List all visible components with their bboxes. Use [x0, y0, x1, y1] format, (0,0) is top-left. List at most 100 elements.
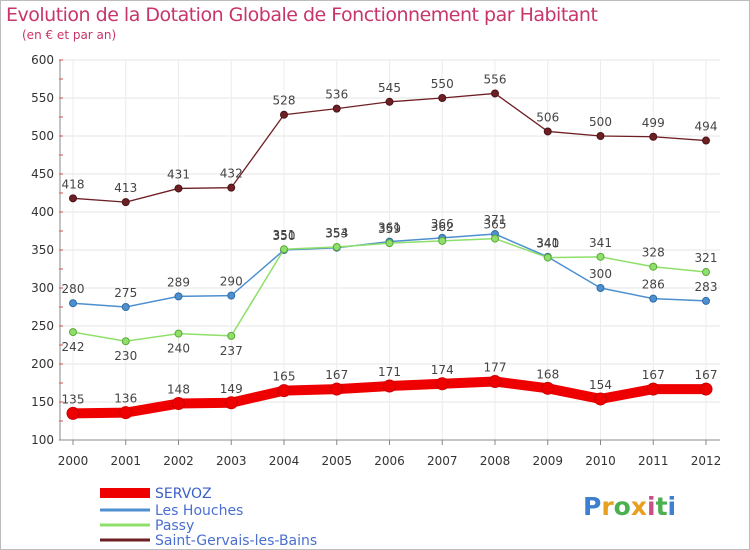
data-label-saint-gervais-les-bains: 432 [220, 167, 243, 181]
x-tick-label: 2004 [269, 454, 300, 468]
y-tick-label: 100 [31, 433, 54, 447]
data-point-passy [227, 331, 236, 340]
x-tick-label: 2006 [374, 454, 405, 468]
legend-label-servoz: SERVOZ [155, 486, 212, 502]
data-point-les-houches [702, 296, 710, 305]
data-point-servoz [646, 382, 660, 396]
y-tick-label: 200 [31, 357, 54, 371]
data-point-servoz [435, 377, 449, 391]
data-label-servoz: 136 [114, 392, 137, 406]
data-label-passy: 362 [431, 220, 454, 234]
data-label-les-houches: 289 [167, 275, 190, 289]
data-point-servoz [488, 374, 502, 388]
data-point-passy [121, 337, 130, 346]
data-point-saint-gervais-les-bains [438, 94, 447, 102]
data-label-les-houches: 283 [695, 280, 718, 294]
data-point-passy [543, 253, 552, 262]
data-point-passy [649, 262, 658, 271]
data-point-saint-gervais-les-bains [121, 198, 130, 207]
data-label-saint-gervais-les-bains: 499 [642, 116, 665, 130]
logo-letter: x [631, 492, 647, 521]
data-point-saint-gervais-les-bains [174, 184, 183, 193]
chart-title: Evolution de la Dotation Globale de Fonc… [6, 4, 598, 26]
data-label-saint-gervais-les-bains: 556 [484, 72, 507, 86]
data-label-passy: 365 [484, 218, 507, 232]
data-point-les-houches [121, 303, 130, 311]
data-point-passy [491, 234, 499, 243]
data-label-les-houches: 341 [536, 236, 559, 250]
chart-subtitle: (en € et par an) [22, 28, 117, 42]
y-tick-label: 600 [31, 53, 54, 67]
proxiti-logo: Proxiti [583, 492, 676, 521]
data-point-saint-gervais-les-bains [702, 136, 710, 145]
data-point-servoz [541, 381, 555, 395]
data-label-servoz: 171 [378, 365, 401, 379]
y-tick-label: 150 [31, 395, 54, 409]
data-point-servoz [172, 397, 185, 411]
data-label-passy: 354 [325, 226, 348, 240]
x-tick-label: 2003 [216, 454, 247, 468]
data-point-servoz [224, 396, 238, 410]
data-label-les-houches: 290 [220, 275, 243, 289]
data-point-saint-gervais-les-bains [227, 183, 236, 192]
y-tick-label: 450 [31, 167, 54, 181]
data-label-saint-gervais-les-bains: 506 [536, 110, 559, 124]
logo-letter: o [614, 492, 631, 521]
axes: 100 150 200 250 300 350 400 450 500 550 600 2000 200… [31, 53, 721, 468]
data-point-saint-gervais-les-bains [491, 89, 499, 98]
data-label-les-houches: 353 [325, 227, 348, 241]
data-point-saint-gervais-les-bains [280, 110, 288, 119]
data-label-saint-gervais-les-bains: 418 [62, 177, 85, 191]
data-label-servoz: 177 [484, 360, 507, 374]
legend-label-passy: Passy [155, 518, 194, 534]
data-label-servoz: 135 [62, 392, 85, 406]
data-point-les-houches [649, 294, 658, 303]
data-point-les-houches [596, 284, 605, 292]
data-point-saint-gervais-les-bains [69, 194, 77, 203]
legend-label-saint-gervais-les-bains: Saint-Gervais-les-Bains [155, 533, 317, 549]
data-label-passy: 230 [114, 349, 137, 363]
data-label-saint-gervais-les-bains: 536 [325, 88, 348, 102]
data-point-passy [332, 242, 341, 251]
data-label-les-houches: 300 [589, 267, 612, 281]
data-point-passy [385, 239, 394, 248]
data-label-saint-gervais-les-bains: 494 [695, 120, 718, 134]
data-point-servoz [330, 382, 344, 396]
data-label-passy: 351 [273, 228, 296, 242]
data-label-les-houches: 366 [431, 217, 454, 231]
data-label-servoz: 167 [695, 368, 718, 382]
y-tick-label: 300 [31, 281, 54, 295]
data-point-saint-gervais-les-bains [332, 104, 341, 113]
data-label-les-houches: 361 [378, 221, 401, 235]
grid [60, 59, 720, 441]
data-point-passy [438, 236, 447, 245]
data-label-passy: 341 [589, 236, 612, 250]
data-label-passy: 237 [220, 344, 243, 358]
data-label-saint-gervais-les-bains: 413 [114, 181, 137, 195]
data-point-passy [702, 268, 710, 277]
data-label-les-houches: 371 [484, 213, 507, 227]
data-label-saint-gervais-les-bains: 545 [378, 81, 401, 95]
data-labels: 135 136 148 149 165 167 171 174 177 168 154 167 167 2… [62, 72, 718, 406]
logo-letter: i [647, 492, 656, 521]
y-tick-label: 250 [31, 319, 54, 333]
data-label-servoz: 167 [325, 368, 348, 382]
logo-letter: t [656, 492, 668, 521]
x-tick-label: 2008 [480, 454, 511, 468]
data-label-passy: 242 [62, 340, 85, 354]
x-tick-label: 2000 [58, 454, 89, 468]
data-label-saint-gervais-les-bains: 528 [273, 94, 296, 108]
logo-letter: P [583, 492, 601, 521]
data-point-saint-gervais-les-bains [385, 97, 394, 106]
data-point-les-houches [227, 291, 236, 300]
x-tick-label: 2009 [532, 454, 563, 468]
logo-wordmark: Proxiti [583, 492, 676, 521]
data-label-les-houches: 275 [114, 286, 137, 300]
data-point-servoz [594, 392, 607, 406]
data-label-passy: 359 [378, 222, 401, 236]
data-point-saint-gervais-les-bains [649, 132, 658, 141]
data-label-servoz: 165 [273, 370, 296, 384]
